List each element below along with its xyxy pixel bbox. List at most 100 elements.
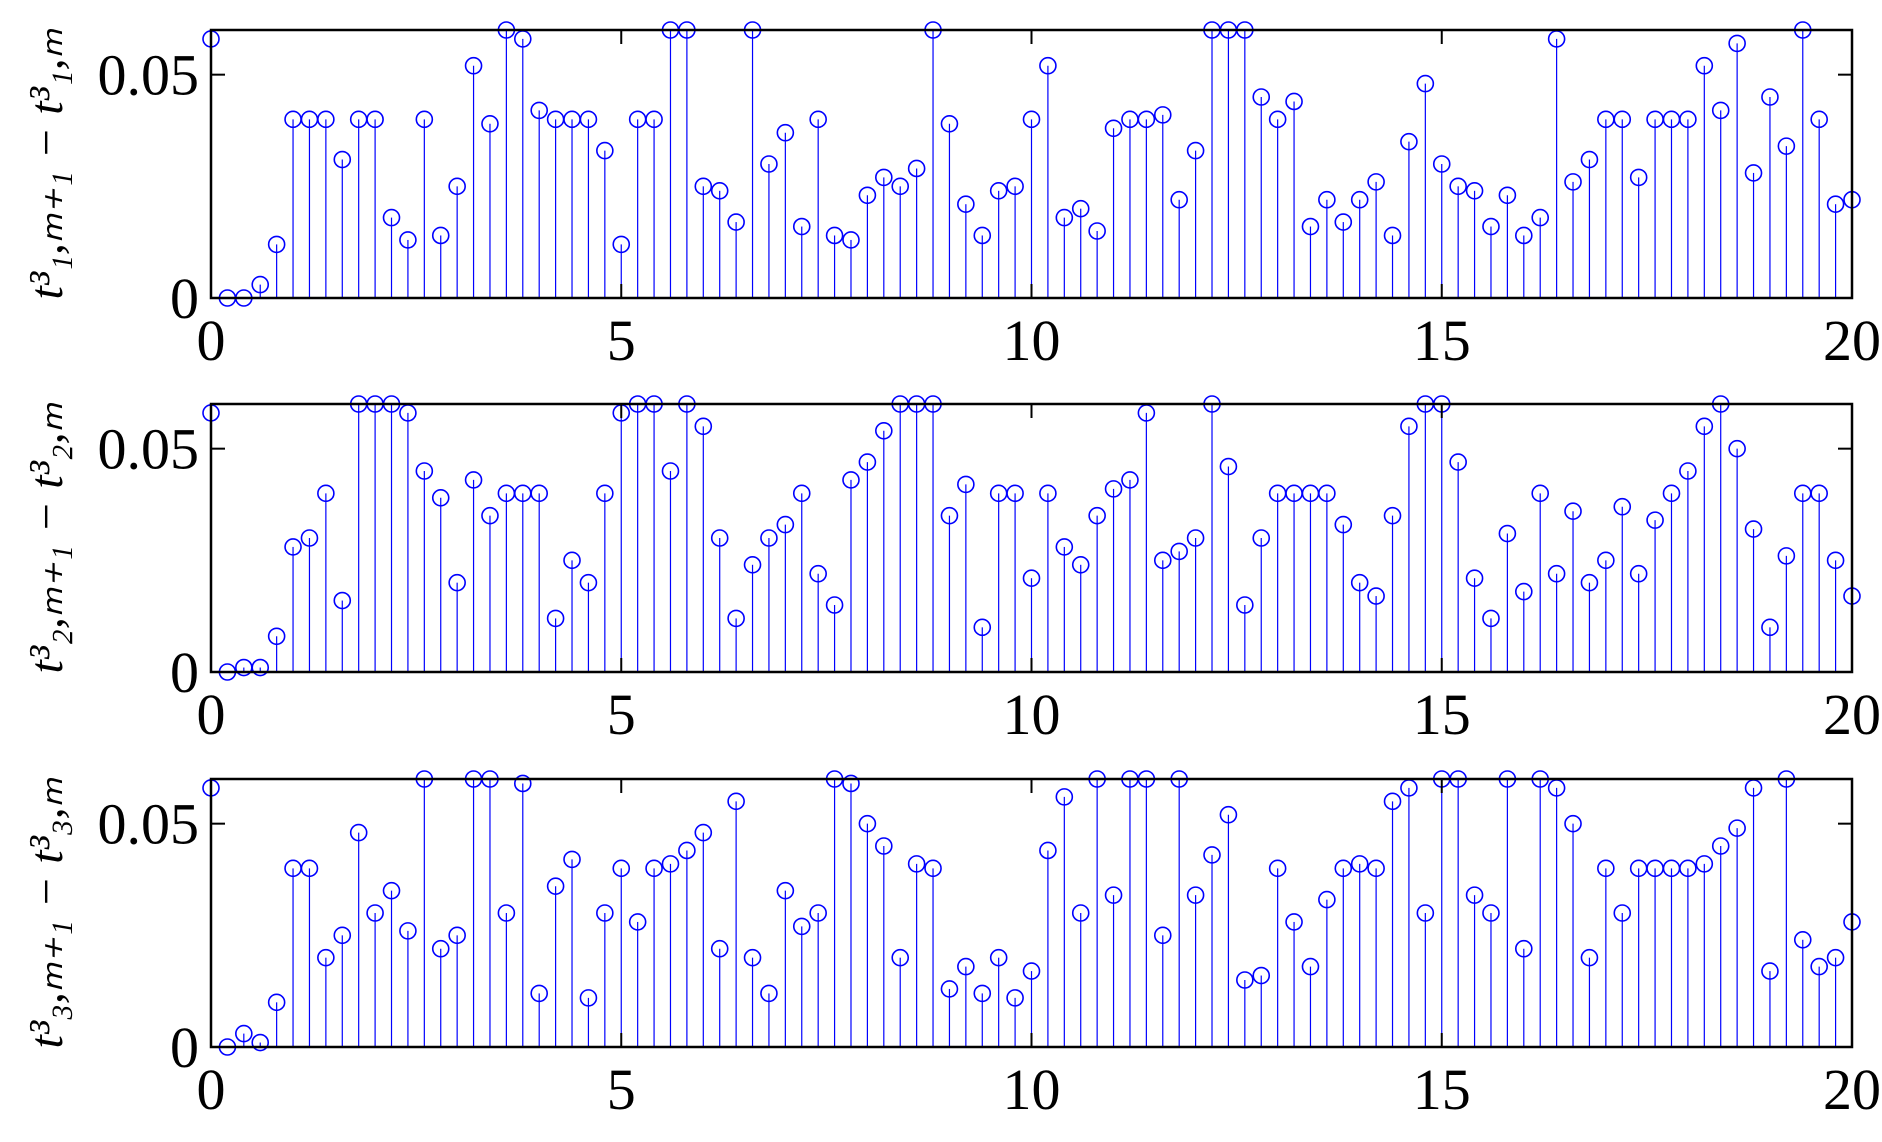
stem-marker bbox=[940, 506, 959, 525]
stem-marker bbox=[710, 182, 729, 200]
stem-marker bbox=[1826, 551, 1845, 570]
stem-marker bbox=[1777, 547, 1796, 565]
stem-marker bbox=[464, 471, 483, 489]
stem-marker bbox=[1334, 213, 1353, 231]
stem-marker bbox=[760, 155, 778, 173]
stem-marker bbox=[1613, 904, 1632, 922]
stem-marker bbox=[907, 855, 926, 873]
stem-marker bbox=[1121, 471, 1139, 489]
stem-marker bbox=[645, 859, 663, 878]
stem-marker bbox=[1153, 551, 1172, 570]
stem-marker bbox=[333, 150, 352, 169]
stem-marker bbox=[776, 515, 795, 534]
stem-marker bbox=[858, 453, 877, 471]
stem-marker bbox=[251, 658, 270, 677]
stem-marker bbox=[1613, 110, 1632, 129]
stem-marker bbox=[1826, 195, 1845, 213]
stem-marker bbox=[579, 989, 598, 1007]
stem-marker bbox=[1416, 904, 1435, 922]
stem-marker bbox=[612, 859, 631, 878]
stem-marker bbox=[1055, 538, 1074, 556]
stem-marker bbox=[1170, 542, 1188, 561]
stem-marker bbox=[1268, 859, 1287, 878]
stem-marker bbox=[366, 110, 384, 129]
stem-marker bbox=[1350, 573, 1369, 592]
stem-marker bbox=[1728, 34, 1746, 53]
y-tick-label: 0.05 bbox=[98, 43, 200, 108]
stem-marker bbox=[1580, 150, 1599, 169]
stem-marker bbox=[792, 917, 811, 936]
stem-marker bbox=[825, 226, 844, 245]
stem-marker bbox=[678, 841, 696, 860]
y-axis-label: t³₁,ₘ₊₁ − t³₁,ₘ bbox=[20, 28, 73, 299]
stem-marker bbox=[1186, 886, 1205, 904]
stem-marker bbox=[1219, 805, 1238, 824]
stem-marker bbox=[645, 110, 663, 129]
stem-marker bbox=[1104, 119, 1123, 138]
stem-marker bbox=[940, 980, 959, 998]
stem-marker bbox=[1318, 484, 1336, 503]
subplot: 0 5 10 15 20 0 0.05 t³₂,ₘ₊₁ − t³₂,ₘ bbox=[20, 395, 1881, 747]
stem-marker bbox=[989, 182, 1008, 200]
stem-marker bbox=[596, 904, 614, 922]
y-axis-label: t³₃,ₘ₊₁ − t³₃,ₘ bbox=[20, 777, 73, 1048]
stem-marker bbox=[1564, 173, 1582, 191]
stem-marker bbox=[415, 462, 434, 480]
stem-marker bbox=[1137, 110, 1156, 129]
stem-marker bbox=[809, 904, 827, 922]
stem-marker bbox=[973, 226, 992, 245]
stem-marker bbox=[727, 213, 745, 231]
stem-marker bbox=[333, 926, 352, 945]
stem-marker bbox=[235, 1024, 253, 1043]
stem-marker bbox=[1597, 551, 1615, 570]
stem-marker bbox=[546, 609, 565, 628]
x-tick-label: 10 bbox=[1003, 682, 1061, 747]
stem-marker bbox=[1416, 74, 1435, 93]
stem-marker bbox=[907, 159, 926, 178]
stem-marker bbox=[1629, 564, 1648, 583]
stem-marker bbox=[1515, 582, 1533, 601]
x-tick-label: 15 bbox=[1413, 308, 1471, 373]
stem-marker bbox=[1449, 453, 1467, 471]
stem-marker bbox=[1761, 618, 1779, 637]
stem-marker bbox=[1744, 164, 1763, 182]
stem-marker bbox=[1268, 110, 1287, 129]
stem-marker bbox=[1465, 886, 1484, 904]
stem-marker bbox=[1547, 564, 1566, 583]
stem-marker bbox=[1383, 226, 1402, 245]
stem-marker bbox=[1367, 859, 1385, 878]
x-tick-label: 5 bbox=[607, 682, 636, 747]
stem-marker bbox=[267, 235, 286, 254]
stem-marker bbox=[661, 462, 680, 480]
y-tick-label: 0 bbox=[170, 1015, 199, 1080]
stem-marker bbox=[546, 877, 565, 896]
stem-marker bbox=[1104, 886, 1123, 904]
x-tick-label: 10 bbox=[1003, 308, 1061, 373]
x-tick-label: 5 bbox=[607, 308, 636, 373]
stem-marker bbox=[1728, 819, 1746, 837]
stem-marker bbox=[842, 471, 860, 489]
stem-marker bbox=[464, 56, 483, 75]
stem-marker bbox=[300, 859, 319, 878]
stem-marker bbox=[448, 926, 466, 945]
stem-marker bbox=[596, 484, 614, 503]
stem-marker bbox=[1597, 859, 1615, 878]
stem-marker bbox=[710, 939, 729, 958]
stem-marker bbox=[1022, 569, 1041, 588]
stem-marker bbox=[1744, 520, 1763, 538]
stem-marker bbox=[858, 186, 877, 205]
stem-marker bbox=[1203, 846, 1221, 864]
stem-marker bbox=[1301, 957, 1320, 976]
stem-marker bbox=[809, 110, 827, 129]
stem-marker bbox=[1055, 788, 1074, 806]
stem-marker bbox=[792, 484, 811, 503]
stem-marker bbox=[317, 484, 335, 503]
stem-marker bbox=[1580, 948, 1599, 967]
stem-marker bbox=[251, 1033, 270, 1052]
stem-marker bbox=[1301, 217, 1320, 236]
stem-marker bbox=[957, 957, 975, 976]
stem-marker bbox=[760, 529, 778, 547]
y-tick-label: 0 bbox=[170, 640, 199, 705]
stem-marker bbox=[1285, 913, 1303, 931]
x-tick-label: 20 bbox=[1823, 1057, 1881, 1122]
